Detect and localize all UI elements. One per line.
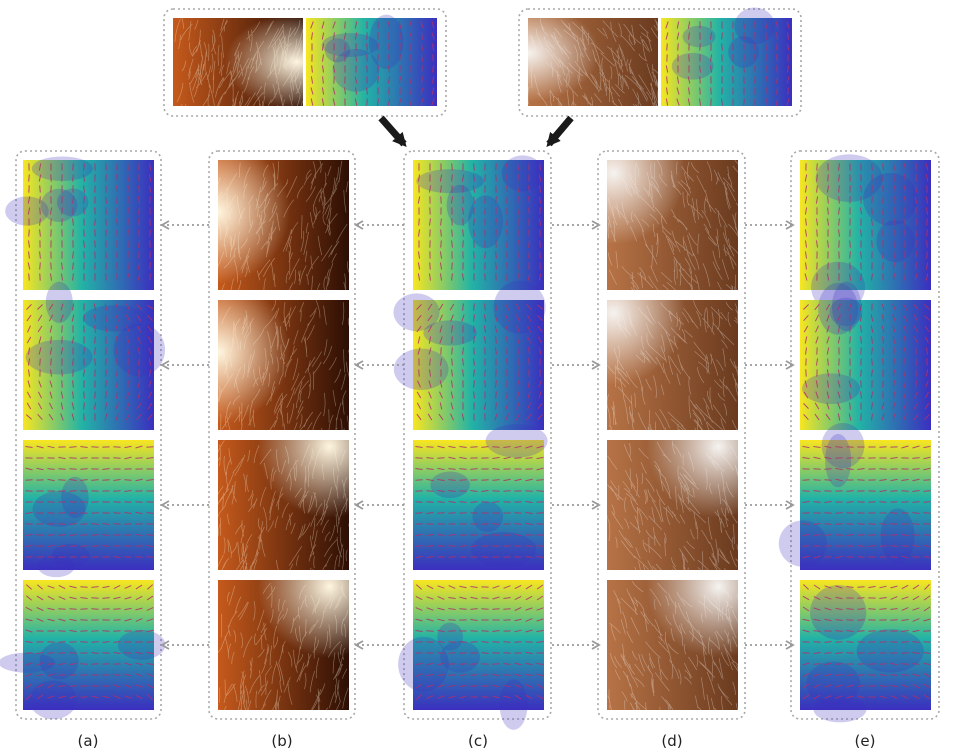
column-label-e: (e) — [854, 732, 876, 750]
panel-c-row-4 — [398, 580, 544, 730]
panel-b-row-2 — [218, 300, 349, 430]
exemplar-brown-fur-texture — [528, 18, 658, 106]
panel-e-row-2 — [800, 281, 931, 430]
column-label-b: (b) — [271, 732, 293, 750]
exemplar-frame-brown — [518, 8, 802, 117]
panel-b-row-1 — [218, 160, 349, 290]
panel-c-row-3 — [413, 424, 548, 570]
exemplar-brown-orientation-map — [661, 7, 792, 106]
panel-c-row-1 — [413, 155, 544, 290]
panel-d-row-4 — [607, 580, 738, 710]
panel-d-row-3 — [607, 440, 738, 570]
panel-a-row-4 — [0, 580, 166, 720]
panel-b-row-4 — [218, 580, 349, 710]
exemplar-frame-orange — [163, 8, 447, 117]
panel-a-row-3 — [23, 440, 154, 578]
exemplar-arrow-left — [378, 115, 407, 147]
panel-c-row-2 — [393, 280, 546, 430]
exemplar-orange-map-image — [306, 14, 437, 106]
column-label-d: (d) — [661, 732, 683, 750]
column-frame-d — [597, 150, 746, 720]
panel-e-row-1 — [800, 154, 931, 313]
column-frame-e — [790, 150, 940, 720]
column-frame-b — [208, 150, 356, 720]
exemplar-arrow-right — [546, 115, 574, 148]
column-frame-c — [403, 150, 552, 720]
column-label-c: (c) — [468, 732, 488, 750]
exemplar-orange-texture-image — [173, 18, 303, 106]
column-label-a: (a) — [77, 732, 99, 750]
exemplar-brown-texture-image — [528, 18, 658, 106]
panel-e-row-4 — [800, 580, 931, 723]
panel-b-row-3 — [218, 440, 349, 570]
panel-d-row-2 — [607, 300, 738, 430]
panel-grid — [0, 154, 931, 730]
panel-d-row-1 — [607, 160, 738, 290]
panel-a-row-2 — [23, 281, 166, 430]
exemplar-orange-orientation-map — [306, 14, 437, 106]
column-frame-a — [15, 150, 162, 720]
exemplar-brown-map-image — [661, 7, 792, 106]
exemplar-orange-fur-texture — [173, 18, 303, 106]
panel-a-row-1 — [5, 156, 154, 290]
panel-e-row-3 — [778, 423, 931, 570]
